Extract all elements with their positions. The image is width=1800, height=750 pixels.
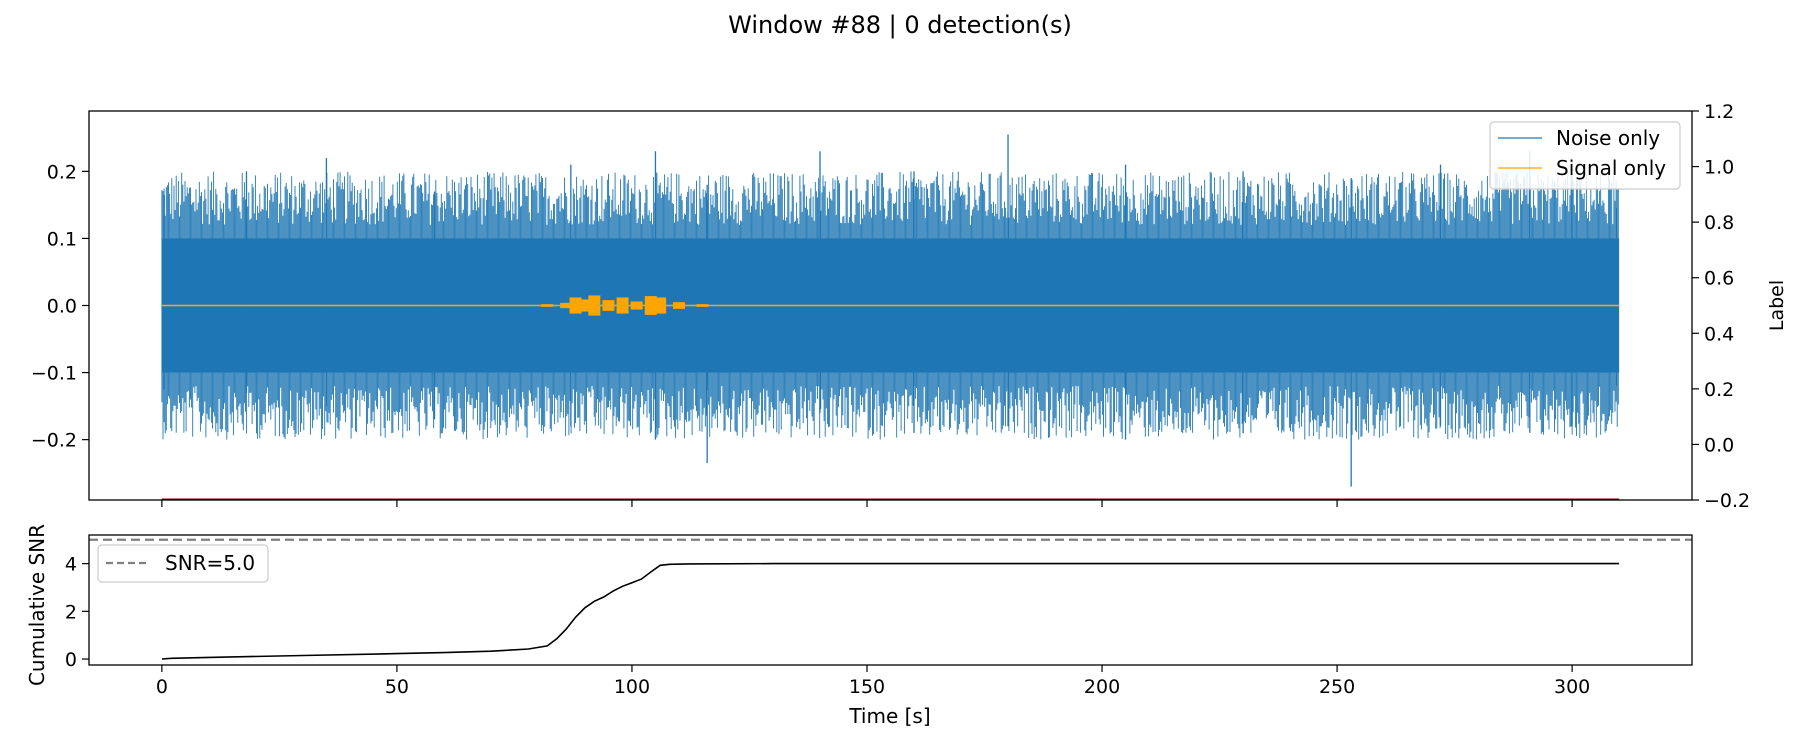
waveform-legend: Noise only Signal only xyxy=(1489,121,1681,190)
time-x-tick-label: 50 xyxy=(385,676,409,698)
waveform-legend-frame xyxy=(1489,121,1681,190)
snr-plot-area xyxy=(89,538,1692,660)
waveform-x-ticks xyxy=(161,500,1573,507)
snr-panel: 0 2 4 0 50 100 150 200 250 300 Time [s] Cumulati… xyxy=(25,524,1693,728)
figure-title: Window #88 | 0 detection(s) xyxy=(728,11,1072,39)
signal-burst-2 xyxy=(569,297,582,314)
left-y-tick-label: 0.0 xyxy=(47,296,77,318)
legend-noise-label: Noise only xyxy=(1556,126,1660,150)
right-y-tick-label: −0.2 xyxy=(1704,490,1750,512)
waveform-left-y-ticks: −0.2 −0.1 0.0 0.1 0.2 xyxy=(31,161,89,452)
time-axis-title: Time [s] xyxy=(848,704,930,728)
signal-burst-11 xyxy=(696,304,709,307)
snr-axes-frame xyxy=(88,534,1693,666)
left-y-tick-label: −0.1 xyxy=(31,363,77,385)
time-x-ticks: 0 50 100 150 200 250 300 xyxy=(156,665,1590,698)
snr-legend-frame xyxy=(97,544,269,583)
snr-legend: SNR=5.0 xyxy=(97,544,269,583)
right-y-tick-label: 0.4 xyxy=(1704,323,1734,345)
snr-y-ticks: 0 2 4 xyxy=(65,554,89,671)
time-x-tick-label: 0 xyxy=(156,676,168,698)
time-x-tick-label: 300 xyxy=(1554,676,1590,698)
left-y-tick-label: 0.2 xyxy=(47,161,77,183)
snr-y-tick-label: 2 xyxy=(65,601,77,623)
right-y-tick-label: 1.0 xyxy=(1704,157,1734,179)
right-y-tick-label: 1.2 xyxy=(1704,101,1734,123)
waveform-plot-area xyxy=(161,134,1620,500)
right-y-tick-label: 0.8 xyxy=(1704,212,1734,234)
left-y-tick-label: 0.1 xyxy=(47,228,77,250)
right-y-tick-label: 0.0 xyxy=(1704,434,1734,456)
time-x-tick-label: 200 xyxy=(1084,676,1120,698)
right-y-tick-label: 0.6 xyxy=(1704,268,1734,290)
signal-burst-1 xyxy=(560,302,573,309)
left-y-tick-label: −0.2 xyxy=(31,430,77,452)
snr-y-tick-label: 0 xyxy=(65,649,77,671)
time-x-tick-label: 150 xyxy=(849,676,885,698)
label-right-y-ticks: −0.2 0.0 0.2 0.4 0.6 0.8 1.0 1.2 xyxy=(1692,101,1750,512)
cumulative-snr-line xyxy=(161,562,1620,660)
legend-signal-label: Signal only xyxy=(1556,156,1666,180)
time-x-tick-label: 250 xyxy=(1319,676,1355,698)
signal-burst-10 xyxy=(672,302,685,309)
signal-burst-6 xyxy=(616,297,629,314)
signal-burst-0 xyxy=(541,304,554,307)
snr-y-tick-label: 4 xyxy=(65,554,77,576)
waveform-panel: −0.2 −0.1 0.0 0.1 0.2 −0.2 0.0 0.2 0.4 0.6 0.8 1.0… xyxy=(31,101,1788,512)
signal-burst-9 xyxy=(654,297,667,314)
time-x-tick-label: 100 xyxy=(614,676,650,698)
signal-burst-3 xyxy=(578,299,591,312)
right-y-tick-label: 0.2 xyxy=(1704,379,1734,401)
legend-threshold-label: SNR=5.0 xyxy=(165,551,255,575)
signal-burst-8 xyxy=(644,296,657,315)
signal-burst-4 xyxy=(588,295,601,316)
snr-axis-title: Cumulative SNR xyxy=(25,524,49,686)
signal-burst-5 xyxy=(602,300,615,311)
label-axis-title: Label xyxy=(1766,280,1788,331)
signal-burst-7 xyxy=(630,301,643,310)
